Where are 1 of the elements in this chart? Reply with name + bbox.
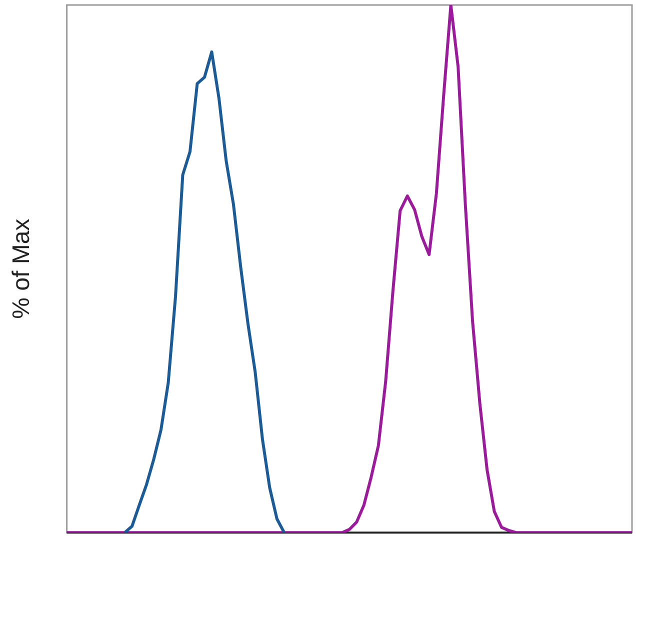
y-axis-title: % of Max	[8, 218, 36, 319]
